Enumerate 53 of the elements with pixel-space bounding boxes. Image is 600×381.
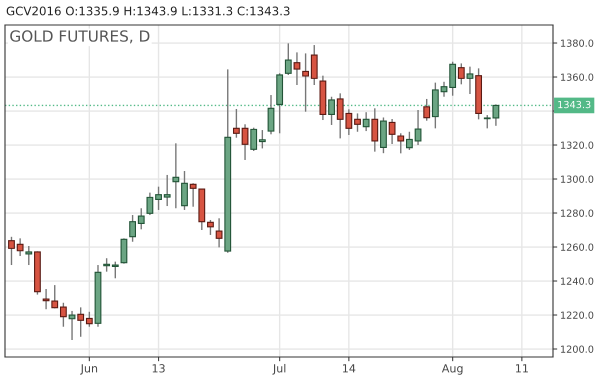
x-tick-label: 11	[516, 364, 528, 372]
ref-line-label: 1343.3	[558, 100, 590, 108]
y-tick-label: 1300.0	[561, 175, 594, 183]
candlestick	[51, 284, 58, 310]
x-tick-label: Aug	[442, 364, 462, 375]
candlestick	[466, 66, 474, 95]
candlestick	[388, 118, 396, 145]
candlestick	[103, 258, 110, 272]
candlestick	[371, 108, 378, 152]
y-tick-label: 1280.0	[561, 209, 594, 217]
candlestick	[268, 94, 274, 135]
candlestick	[138, 208, 145, 230]
y-tick-label: 1320.0	[561, 141, 594, 149]
candlestick	[181, 170, 188, 211]
candlestick	[120, 238, 128, 264]
y-tick-label: 1240.0	[561, 277, 594, 285]
candlestick	[336, 92, 344, 140]
candlestick	[328, 96, 335, 126]
candlestick	[302, 52, 310, 112]
candlestick	[86, 311, 93, 328]
x-tick-label: Jun	[80, 364, 98, 375]
candlestick	[77, 306, 84, 338]
y-tick-label: 1360.0	[561, 73, 594, 81]
candlestick	[216, 218, 223, 248]
candlestick	[458, 62, 465, 86]
candlestick	[172, 142, 180, 209]
candlestick	[25, 245, 32, 266]
candlestick	[362, 112, 370, 132]
candlestick	[492, 104, 500, 126]
candlestick	[250, 126, 258, 152]
x-tick-label: 14	[343, 364, 356, 372]
candlestick	[190, 182, 197, 208]
x-tick-label: 13	[152, 364, 165, 373]
candlestick	[207, 219, 214, 236]
candlestick	[112, 260, 119, 279]
y-tick-label: 1200.0	[561, 345, 594, 353]
candlestick	[284, 42, 292, 76]
candlestick	[42, 288, 50, 310]
y-tick-label: 1220.0	[561, 311, 594, 319]
candlestick	[164, 174, 171, 207]
candlestick	[60, 302, 67, 328]
y-tick-label: 1260.0	[561, 243, 594, 251]
candlestick	[397, 132, 404, 154]
candlestick	[294, 52, 300, 86]
candlestick	[258, 129, 266, 150]
candlestick	[129, 214, 136, 242]
candlestick	[68, 310, 76, 341]
chart-title: GOLD FUTURES, D	[10, 30, 150, 44]
candlestick	[310, 44, 318, 86]
candlestick	[423, 98, 430, 122]
text: GCV2016 O:1335.9 H:1343.9 L:1331.3 C:1343.3	[6, 6, 290, 16]
y-tick-label: 1380.0	[561, 39, 594, 47]
x-tick-label: Jul	[272, 364, 286, 375]
